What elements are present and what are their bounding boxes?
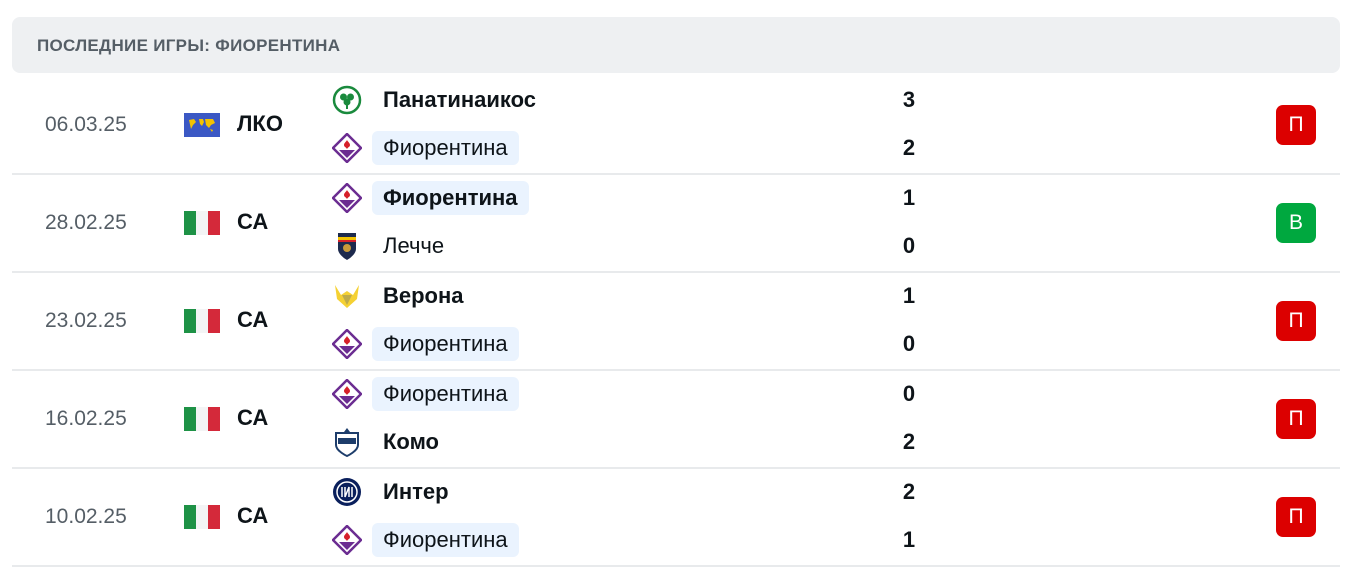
team-away[interactable]: Комо 2 bbox=[330, 425, 930, 459]
inter-logo-icon bbox=[332, 477, 362, 507]
match-date: 16.02.25 bbox=[45, 407, 127, 430]
team-name[interactable]: Верона bbox=[383, 283, 464, 308]
team-name[interactable]: Панатинаикос bbox=[383, 87, 537, 112]
world-flag-icon bbox=[184, 113, 220, 137]
result-badge: П bbox=[1276, 301, 1316, 341]
result-badge: П bbox=[1276, 497, 1316, 537]
italy-flag-icon bbox=[184, 309, 220, 333]
score: 2 bbox=[902, 429, 916, 454]
match-row[interactable]: 23.02.25 СА Верона 1 Фиорентина 0 П bbox=[12, 272, 1340, 371]
match-row[interactable]: 16.02.25 СА Фиорентина 0 Комо 2 П bbox=[12, 370, 1340, 469]
match-row[interactable]: 28.02.25 СА Фиорентина 1 Лечче 0 В bbox=[12, 174, 1340, 273]
team-away[interactable]: Лечче 0 bbox=[330, 229, 930, 263]
score: 0 bbox=[902, 331, 916, 356]
match-date: 23.02.25 bbox=[45, 309, 127, 332]
competition[interactable]: СА bbox=[237, 405, 269, 430]
team-home[interactable]: Верона 1 bbox=[330, 279, 930, 313]
lecce-logo-icon bbox=[332, 231, 362, 261]
panathinaikos-logo-icon bbox=[332, 85, 362, 115]
score: 1 bbox=[902, 185, 916, 210]
team-away[interactable]: Фиорентина 2 bbox=[330, 131, 930, 165]
match-date: 28.02.25 bbox=[45, 211, 127, 234]
competition[interactable]: СА bbox=[237, 307, 269, 332]
score: 0 bbox=[902, 381, 916, 406]
italy-flag-icon bbox=[184, 505, 220, 529]
verona-logo-icon bbox=[332, 281, 362, 311]
result-badge: П bbox=[1276, 105, 1316, 145]
competition[interactable]: СА bbox=[237, 209, 269, 234]
team-away[interactable]: Фиорентина 0 bbox=[330, 327, 930, 361]
competition[interactable]: ЛКО bbox=[237, 111, 283, 136]
score: 1 bbox=[902, 527, 916, 552]
score: 3 bbox=[902, 87, 916, 112]
score: 2 bbox=[902, 135, 916, 160]
fiorentina-logo-icon bbox=[331, 524, 363, 556]
italy-flag-icon bbox=[184, 211, 220, 235]
fiorentina-logo-icon bbox=[331, 132, 363, 164]
match-row[interactable]: 10.02.25 СА Интер 2 Фиорентина 1 П bbox=[12, 468, 1340, 567]
result-badge: В bbox=[1276, 203, 1316, 243]
section-title: ПОСЛЕДНИЕ ИГРЫ: ФИОРЕНТИНА bbox=[37, 36, 341, 55]
como-logo-icon bbox=[332, 427, 362, 458]
team-away[interactable]: Фиорентина 1 bbox=[330, 523, 930, 557]
italy-flag-icon bbox=[184, 407, 220, 431]
team-name[interactable]: Фиорентина bbox=[372, 327, 519, 361]
result-badge: П bbox=[1276, 399, 1316, 439]
fiorentina-logo-icon bbox=[331, 378, 363, 410]
fiorentina-logo-icon bbox=[331, 328, 363, 360]
team-name[interactable]: Интер bbox=[383, 479, 449, 504]
section-header: ПОСЛЕДНИЕ ИГРЫ: ФИОРЕНТИНА bbox=[12, 17, 1340, 73]
team-name[interactable]: Фиорентина bbox=[372, 523, 519, 557]
team-home[interactable]: Панатинаикос 3 bbox=[330, 83, 930, 117]
team-name[interactable]: Фиорентина bbox=[372, 181, 529, 215]
match-date: 06.03.25 bbox=[45, 113, 127, 136]
team-name[interactable]: Лечче bbox=[383, 233, 445, 258]
team-name[interactable]: Фиорентина bbox=[372, 377, 519, 411]
team-home[interactable]: Интер 2 bbox=[330, 475, 930, 509]
match-date: 10.02.25 bbox=[45, 505, 127, 528]
match-row[interactable]: 06.03.25 ЛКО Панатинаикос 3 Фиорентина 2… bbox=[12, 76, 1340, 175]
team-home[interactable]: Фиорентина 1 bbox=[330, 181, 930, 215]
team-home[interactable]: Фиорентина 0 bbox=[330, 377, 930, 411]
competition[interactable]: СА bbox=[237, 503, 269, 528]
score: 0 bbox=[902, 233, 916, 258]
team-name[interactable]: Фиорентина bbox=[372, 131, 519, 165]
score: 2 bbox=[902, 479, 916, 504]
score: 1 bbox=[902, 283, 916, 308]
team-name[interactable]: Комо bbox=[383, 429, 439, 454]
fiorentina-logo-icon bbox=[331, 182, 363, 214]
